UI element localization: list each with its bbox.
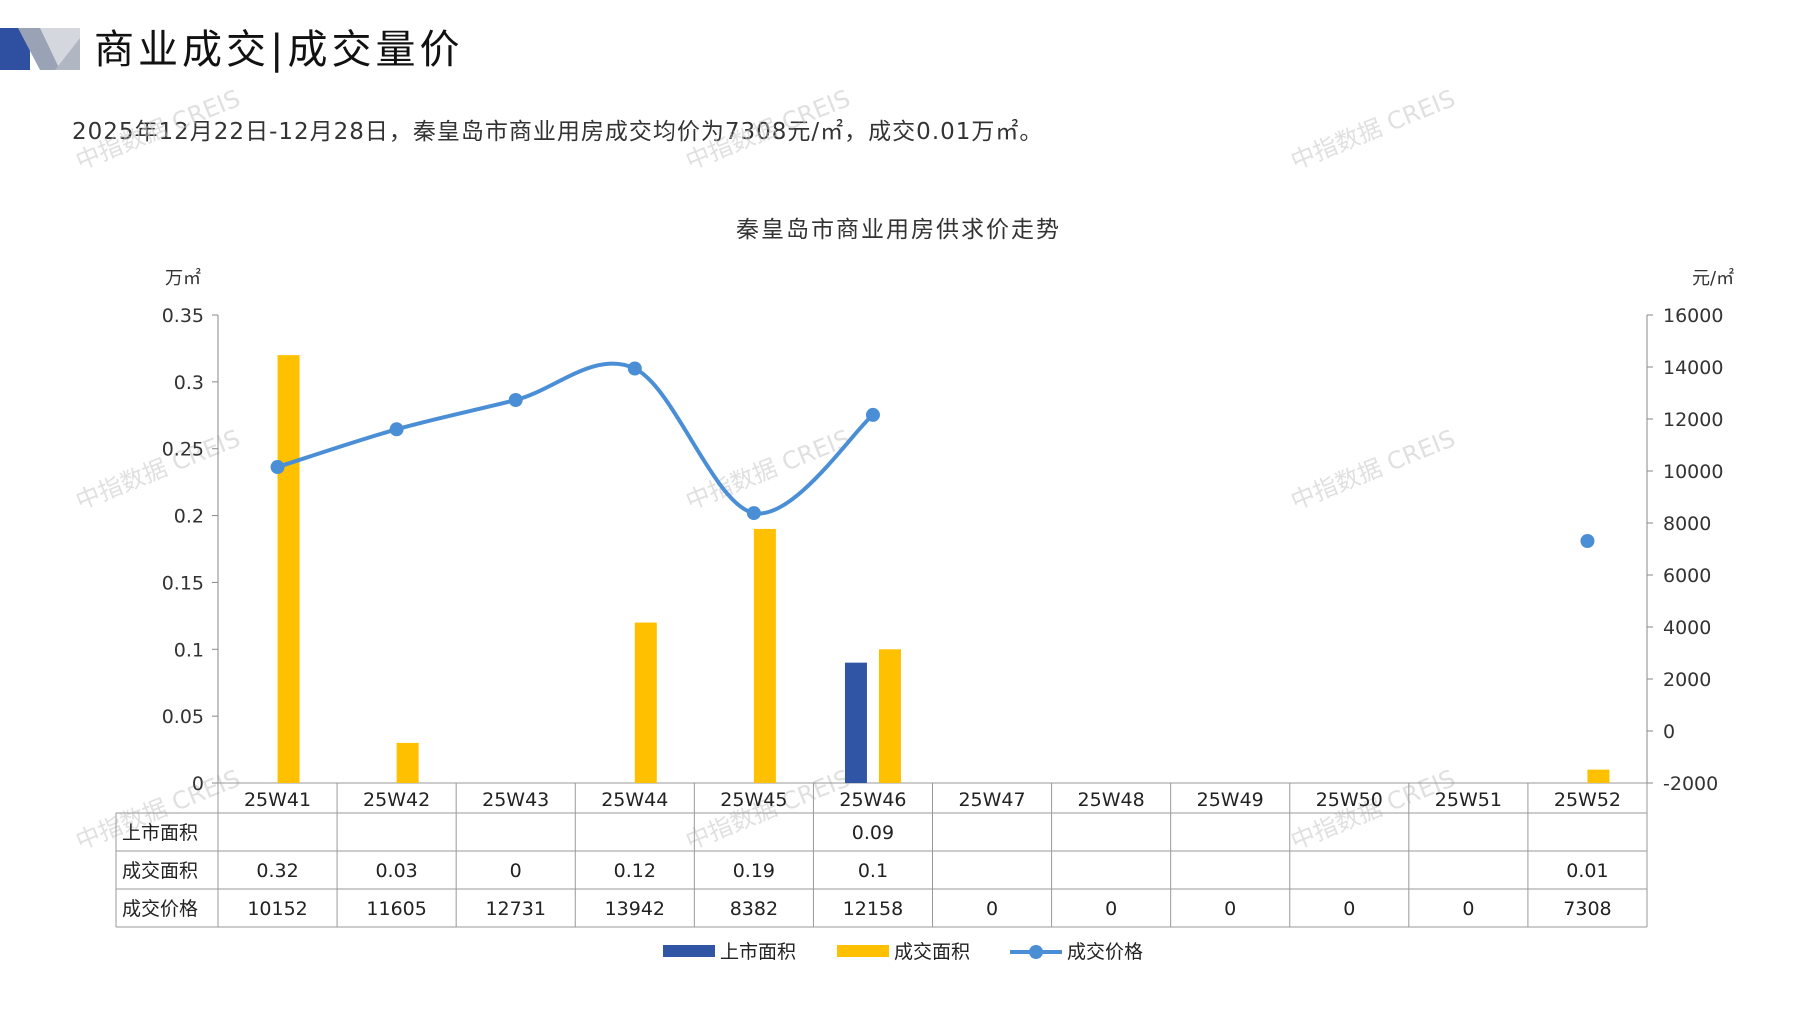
right-axis-tick-label: 12000 xyxy=(1663,409,1723,431)
table-row-header: 成交面积 xyxy=(122,860,198,882)
right-axis-tick-label: 4000 xyxy=(1663,617,1711,639)
bar-deal-area xyxy=(634,622,657,783)
table-cell-value: 0 xyxy=(510,860,522,882)
category-label: 25W42 xyxy=(363,789,430,811)
price-line xyxy=(276,361,875,516)
watermark-text: 中指数据 CREIS xyxy=(72,84,244,175)
bar-deal-area xyxy=(878,649,901,783)
legend-swatch-deal xyxy=(837,945,889,957)
table-cell-value: 0 xyxy=(1224,898,1236,920)
page-subtitle: 2025年12月22日-12月28日，秦皇岛市商业用房成交均价为7308元/㎡，… xyxy=(72,119,1044,145)
price-point xyxy=(627,361,642,376)
legend-swatch-listed xyxy=(663,945,715,957)
price-point xyxy=(508,392,523,407)
left-axis-tick-label: 0.05 xyxy=(162,706,204,728)
table-cell-value: 0.03 xyxy=(375,860,417,882)
right-axis-tick-label: 0 xyxy=(1663,721,1675,743)
category-label: 25W49 xyxy=(1197,789,1264,811)
right-axis-tick-label: 10000 xyxy=(1663,461,1723,483)
category-label: 25W50 xyxy=(1316,789,1383,811)
legend-label-listed: 上市面积 xyxy=(720,941,796,963)
left-axis-tick-label: 0.1 xyxy=(174,639,204,661)
table-cell-value: 0.12 xyxy=(614,860,656,882)
bar-deal-area xyxy=(277,355,300,783)
price-point xyxy=(270,460,285,475)
price-point xyxy=(1580,533,1595,548)
table-cell-value: 0.32 xyxy=(256,860,298,882)
category-label: 25W45 xyxy=(720,789,787,811)
table-cell-value: 7308 xyxy=(1563,898,1611,920)
table-row-header: 成交价格 xyxy=(122,898,198,920)
watermark-text: 中指数据 CREIS xyxy=(1287,84,1459,175)
price-point xyxy=(865,407,880,422)
watermark-text: 中指数据 CREIS xyxy=(1287,424,1459,515)
category-label: 25W41 xyxy=(244,789,311,811)
table-cell-value: 11605 xyxy=(366,898,426,920)
left-axis-unit: 万㎡ xyxy=(165,267,201,289)
category-label: 25W47 xyxy=(958,789,1025,811)
table-cell-value: 0 xyxy=(1105,898,1117,920)
legend-label-deal: 成交面积 xyxy=(894,941,970,963)
table-cell-value: 0 xyxy=(1462,898,1474,920)
table-cell-value: 0.1 xyxy=(858,860,888,882)
table-cell-value: 12158 xyxy=(843,898,903,920)
left-axis-tick-label: 0.3 xyxy=(174,372,204,394)
watermark-text: 中指数据 CREIS xyxy=(682,84,854,175)
right-axis-tick-label: 8000 xyxy=(1663,513,1711,535)
bar-listed-area xyxy=(844,662,867,783)
table-row-header: 上市面积 xyxy=(122,822,198,844)
right-axis-tick-label: 2000 xyxy=(1663,669,1711,691)
right-axis-tick-label: 16000 xyxy=(1663,305,1723,327)
table-cell-value: 12731 xyxy=(485,898,545,920)
legend-swatch-price-dot xyxy=(1029,945,1043,959)
category-label: 25W46 xyxy=(839,789,906,811)
price-point xyxy=(389,422,404,437)
category-label: 25W43 xyxy=(482,789,549,811)
page-title: 商业成交|成交量价 xyxy=(94,27,464,73)
bar-deal-area xyxy=(753,528,776,783)
table-cell-value: 13942 xyxy=(605,898,665,920)
left-axis-tick-label: 0.15 xyxy=(162,572,204,594)
left-axis-tick-label: 0 xyxy=(192,773,204,795)
right-axis-tick-label: -2000 xyxy=(1663,773,1718,795)
left-axis-tick-label: 0.25 xyxy=(162,439,204,461)
legend-label-price: 成交价格 xyxy=(1067,941,1143,963)
price-point xyxy=(746,506,761,521)
left-axis-tick-label: 0.2 xyxy=(174,506,204,528)
table-cell-value: 0.01 xyxy=(1566,860,1608,882)
brand-logo xyxy=(0,28,80,70)
table-cell-value: 0.09 xyxy=(852,822,894,844)
right-axis-tick-label: 6000 xyxy=(1663,565,1711,587)
table-cell-value: 0.19 xyxy=(733,860,775,882)
category-label: 25W48 xyxy=(1078,789,1145,811)
left-axis-tick-label: 0.35 xyxy=(162,305,204,327)
category-label: 25W44 xyxy=(601,789,668,811)
table-cell-value: 0 xyxy=(986,898,998,920)
chart-title: 秦皇岛市商业用房供求价走势 xyxy=(736,217,1061,243)
table-cell-value: 0 xyxy=(1343,898,1355,920)
category-label: 25W52 xyxy=(1554,789,1621,811)
right-axis-tick-label: 14000 xyxy=(1663,357,1723,379)
table-cell-value: 8382 xyxy=(730,898,778,920)
table-cell-value: 10152 xyxy=(247,898,307,920)
bar-deal-area xyxy=(1587,769,1610,783)
right-axis-unit: 元/㎡ xyxy=(1692,267,1734,289)
category-label: 25W51 xyxy=(1435,789,1502,811)
bar-deal-area xyxy=(396,742,419,783)
